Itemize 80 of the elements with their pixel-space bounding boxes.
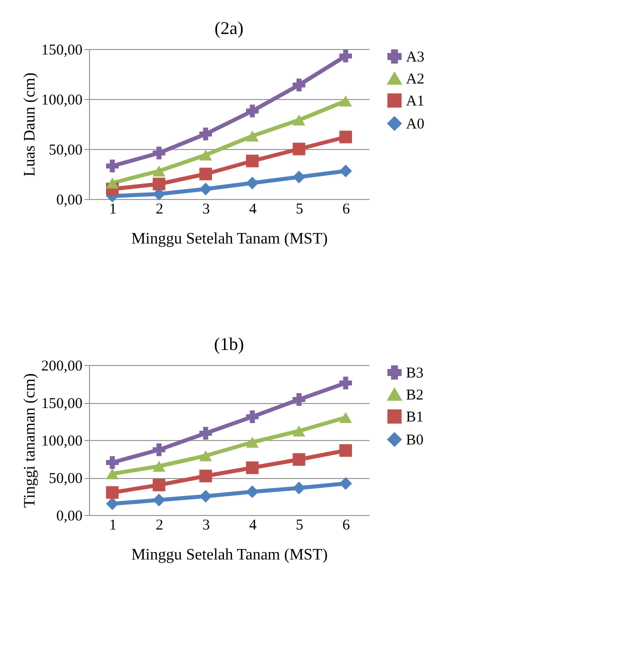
y-tick-label: 100,00 — [41, 92, 82, 108]
point — [339, 412, 352, 423]
point — [246, 176, 259, 190]
point — [292, 78, 306, 92]
point — [292, 114, 306, 126]
point — [199, 450, 212, 462]
point — [152, 443, 166, 456]
point — [339, 50, 352, 62]
x-tick-label: 6 — [342, 202, 350, 218]
point — [339, 130, 352, 144]
y-tick-label: 50,00 — [48, 142, 82, 158]
point — [152, 146, 166, 160]
point — [106, 160, 119, 172]
x-tick-label: 3 — [202, 518, 210, 534]
point — [152, 178, 166, 190]
point — [106, 486, 119, 499]
y-tick-label: 150,00 — [41, 42, 82, 58]
legend-label: A0 — [406, 116, 424, 132]
point — [246, 436, 259, 448]
x-axis-title: Minggu Setelah Tanam (MST) — [131, 230, 328, 248]
x-tick-label: 5 — [296, 202, 304, 218]
x-tick-label: 1 — [109, 202, 117, 218]
legend-label: B2 — [406, 388, 424, 404]
y-tick-label: 150,00 — [41, 396, 82, 412]
x-tick-label: 1 — [109, 518, 117, 534]
x-tick-label: 5 — [296, 518, 304, 534]
x-tick-label: 2 — [156, 518, 164, 534]
point — [246, 410, 259, 424]
point — [106, 497, 119, 510]
legend-label: B1 — [406, 410, 424, 426]
point — [152, 166, 166, 176]
y-axis-title: Tinggi tanaman (cm) — [21, 373, 38, 508]
y-tick-label: 100,00 — [41, 434, 82, 450]
point — [292, 393, 306, 406]
point — [199, 182, 212, 196]
chart-title: (1b) — [214, 334, 244, 354]
point — [199, 150, 212, 160]
point — [106, 178, 119, 188]
y-axis-title: Luas Daun (cm) — [21, 72, 38, 176]
point — [106, 468, 119, 480]
point — [292, 170, 306, 184]
point — [292, 453, 306, 466]
chart-title: (2a) — [214, 18, 244, 38]
y-tick-label: 200,00 — [41, 358, 82, 374]
x-tick-label: 2 — [156, 202, 164, 218]
y-tick-label: 0,00 — [56, 192, 82, 208]
y-tick-label: 50,00 — [48, 471, 82, 487]
point — [339, 477, 352, 490]
point — [199, 470, 212, 482]
point — [199, 490, 212, 503]
point — [106, 456, 119, 469]
x-tick-label: 4 — [249, 518, 258, 534]
legend-label: A2 — [406, 72, 424, 88]
legend-label: B3 — [406, 366, 424, 382]
point — [339, 444, 352, 457]
x-tick-label: 4 — [249, 202, 258, 218]
point — [292, 426, 306, 436]
point — [246, 485, 259, 498]
x-tick-label: 6 — [342, 518, 350, 534]
legend-label: A1 — [406, 94, 424, 110]
x-tick-label: 3 — [202, 202, 210, 218]
point — [339, 164, 352, 178]
point — [339, 376, 352, 390]
point — [246, 154, 259, 168]
point — [152, 494, 166, 506]
point — [292, 142, 306, 156]
point — [199, 426, 212, 440]
legend-label: B0 — [406, 432, 424, 448]
point — [292, 482, 306, 494]
x-axis-title: Minggu Setelah Tanam (MST) — [131, 546, 328, 564]
point — [246, 130, 259, 142]
point — [199, 168, 212, 180]
point — [246, 104, 259, 118]
point — [152, 478, 166, 492]
point — [199, 128, 212, 140]
y-tick-label: 0,00 — [56, 508, 82, 524]
point — [246, 461, 259, 474]
legend-label: A3 — [406, 50, 424, 66]
point — [339, 96, 352, 106]
point — [152, 460, 166, 472]
